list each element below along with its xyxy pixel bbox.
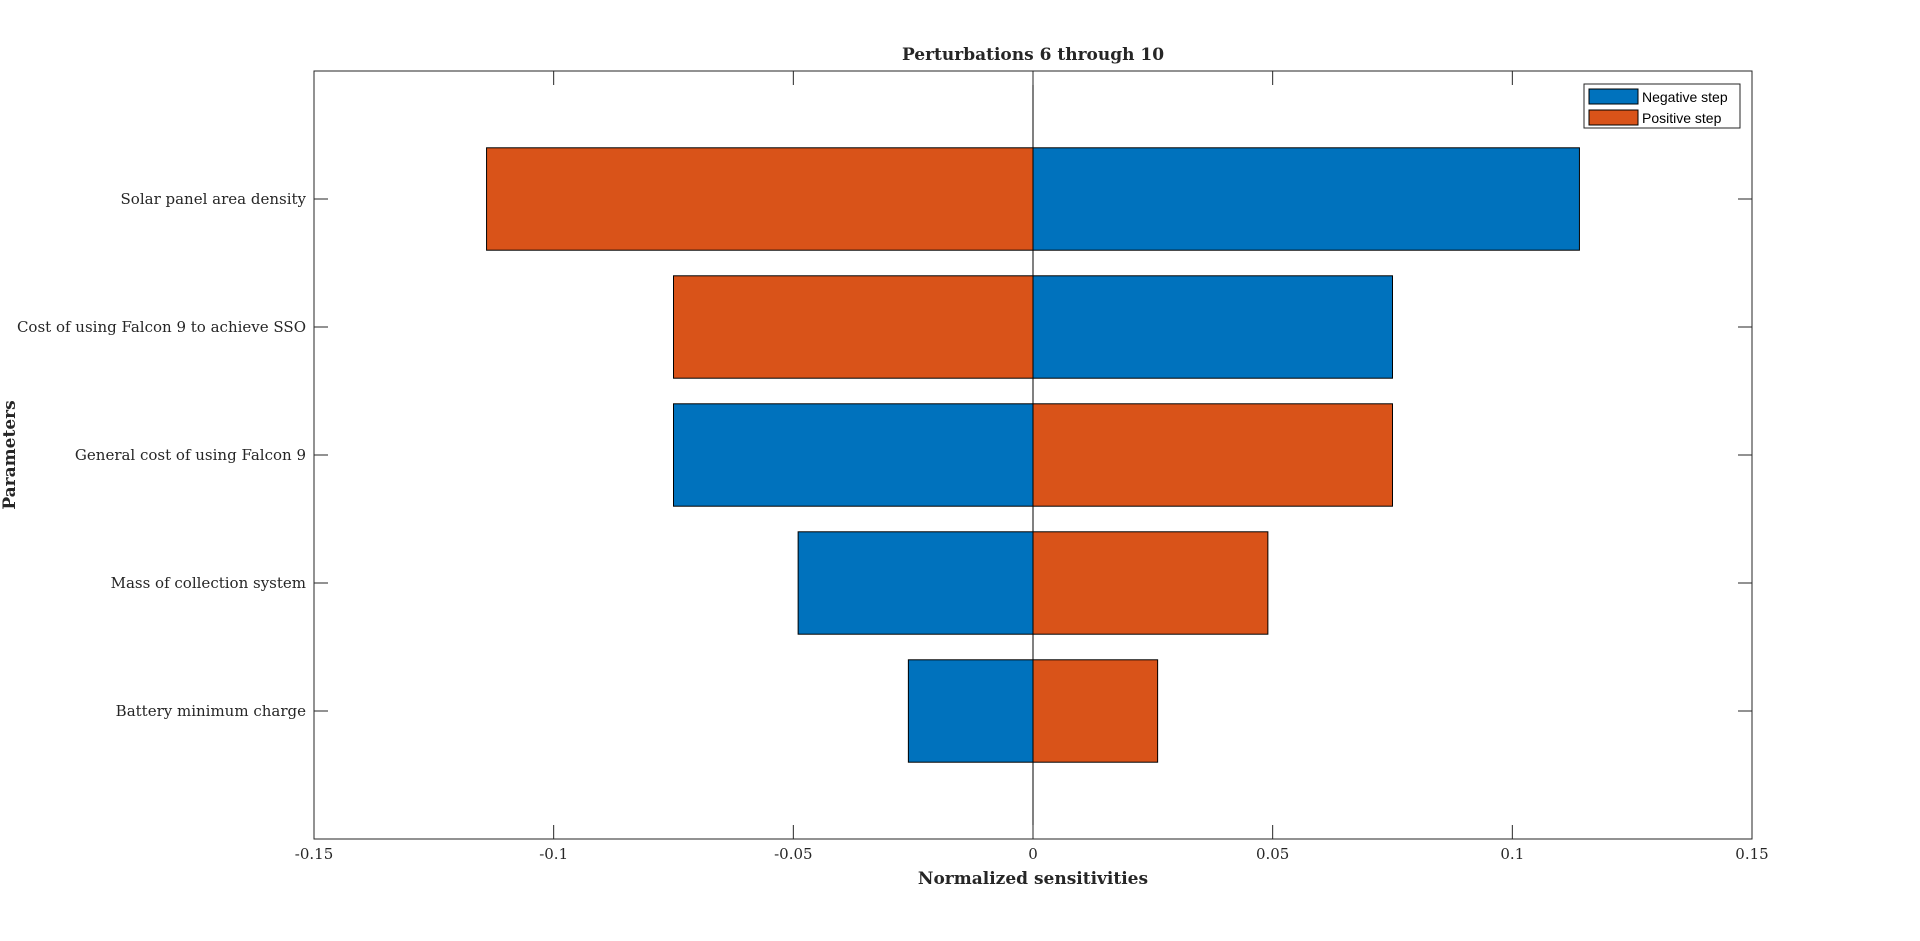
legend-swatch-negative [1588,88,1639,105]
x-tick-label: 0 [1028,845,1038,863]
y-tick-label: Cost of using Falcon 9 to achieve SSO [17,318,306,336]
ticks-layer: Solar panel area density Cost of using Fa… [17,71,1769,863]
y-tick-label: Battery minimum charge [116,702,306,720]
bar-negative-1 [1032,147,1580,251]
x-tick-label: -0.15 [295,845,333,863]
bar-positive-5 [1032,659,1159,763]
bar-negative-2 [1032,275,1393,379]
y-axis-label: Parameters [0,400,20,509]
y-tick-label: Solar panel area density [121,190,307,208]
x-tick-label: -0.1 [539,845,568,863]
y-tick-label: Mass of collection system [111,574,306,592]
bar-positive-1 [486,147,1034,251]
bar-positive-2 [673,275,1034,379]
legend-label-negative: Negative step [1642,89,1728,105]
x-axis-label: Normalized sensitivities [918,869,1148,889]
bars-layer [486,147,1580,763]
bar-negative-5 [907,659,1034,763]
x-tick-label: 0.05 [1256,845,1289,863]
bar-positive-3 [1032,403,1393,507]
x-tick-label: 0.1 [1500,845,1524,863]
bar-negative-3 [673,403,1034,507]
x-tick-label: -0.05 [774,845,812,863]
legend-swatch-positive [1588,109,1639,126]
x-tick-label: 0.15 [1735,845,1768,863]
bar-negative-4 [797,531,1034,635]
legend: Negative step Positive step [1583,83,1741,129]
chart-title: Perturbations 6 through 10 [902,45,1164,65]
legend-label-positive: Positive step [1642,110,1722,126]
y-tick-label: General cost of using Falcon 9 [75,446,306,464]
bar-positive-4 [1032,531,1269,635]
